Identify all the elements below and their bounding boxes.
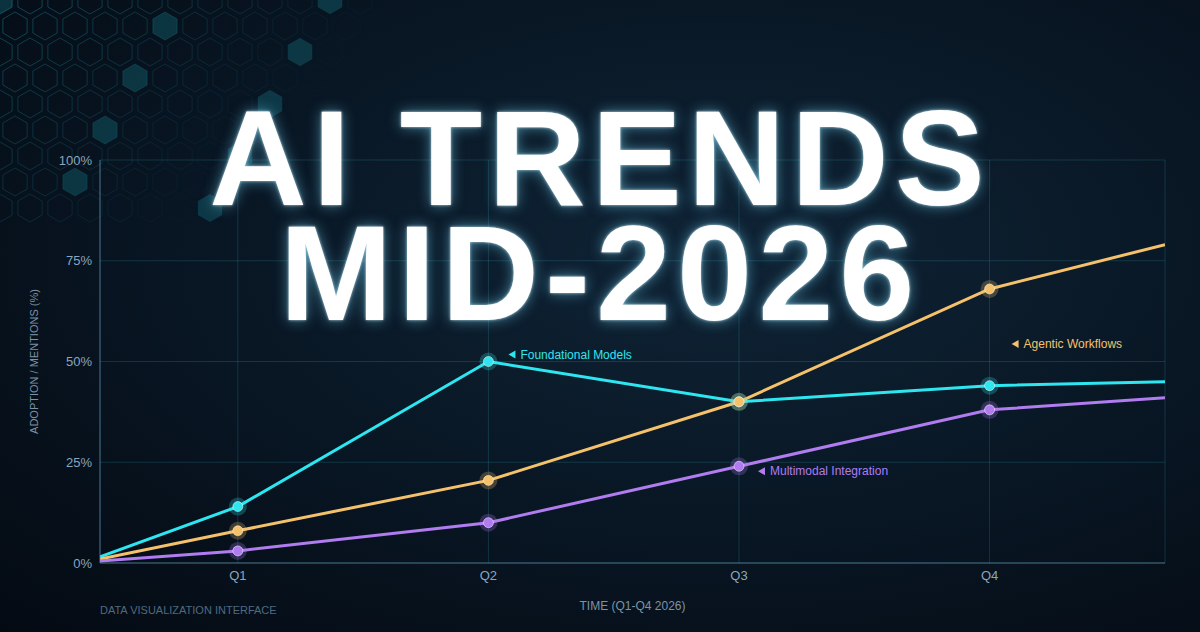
svg-text:Q1: Q1 <box>229 568 246 583</box>
svg-text:Agentic Workflows: Agentic Workflows <box>1024 337 1122 351</box>
html-text:DATA VISUALIZATION INTERFACE: DATA VISUALIZATION INTERFACE <box>100 604 277 616</box>
svg-text:Q2: Q2 <box>480 568 497 583</box>
svg-text:0%: 0% <box>73 556 92 571</box>
svg-text:Multimodal Integration: Multimodal Integration <box>770 464 888 478</box>
svg-text:100%: 100% <box>59 153 93 168</box>
html-text:AI TRENDS MID-2026: AI TRENDS MID-2026 <box>209 83 991 349</box>
svg-text:50%: 50% <box>66 354 92 369</box>
svg-text:Q4: Q4 <box>981 568 998 583</box>
svg-text:Q3: Q3 <box>730 568 747 583</box>
svg-text:Foundational Models: Foundational Models <box>520 348 631 362</box>
svg-text:TIME (Q1-Q4 2026): TIME (Q1-Q4 2026) <box>579 599 685 613</box>
svg-text:75%: 75% <box>66 253 92 268</box>
svg-text:25%: 25% <box>66 455 92 470</box>
svg-text:ADOPTION / MENTIONS (%): ADOPTION / MENTIONS (%) <box>28 289 40 434</box>
